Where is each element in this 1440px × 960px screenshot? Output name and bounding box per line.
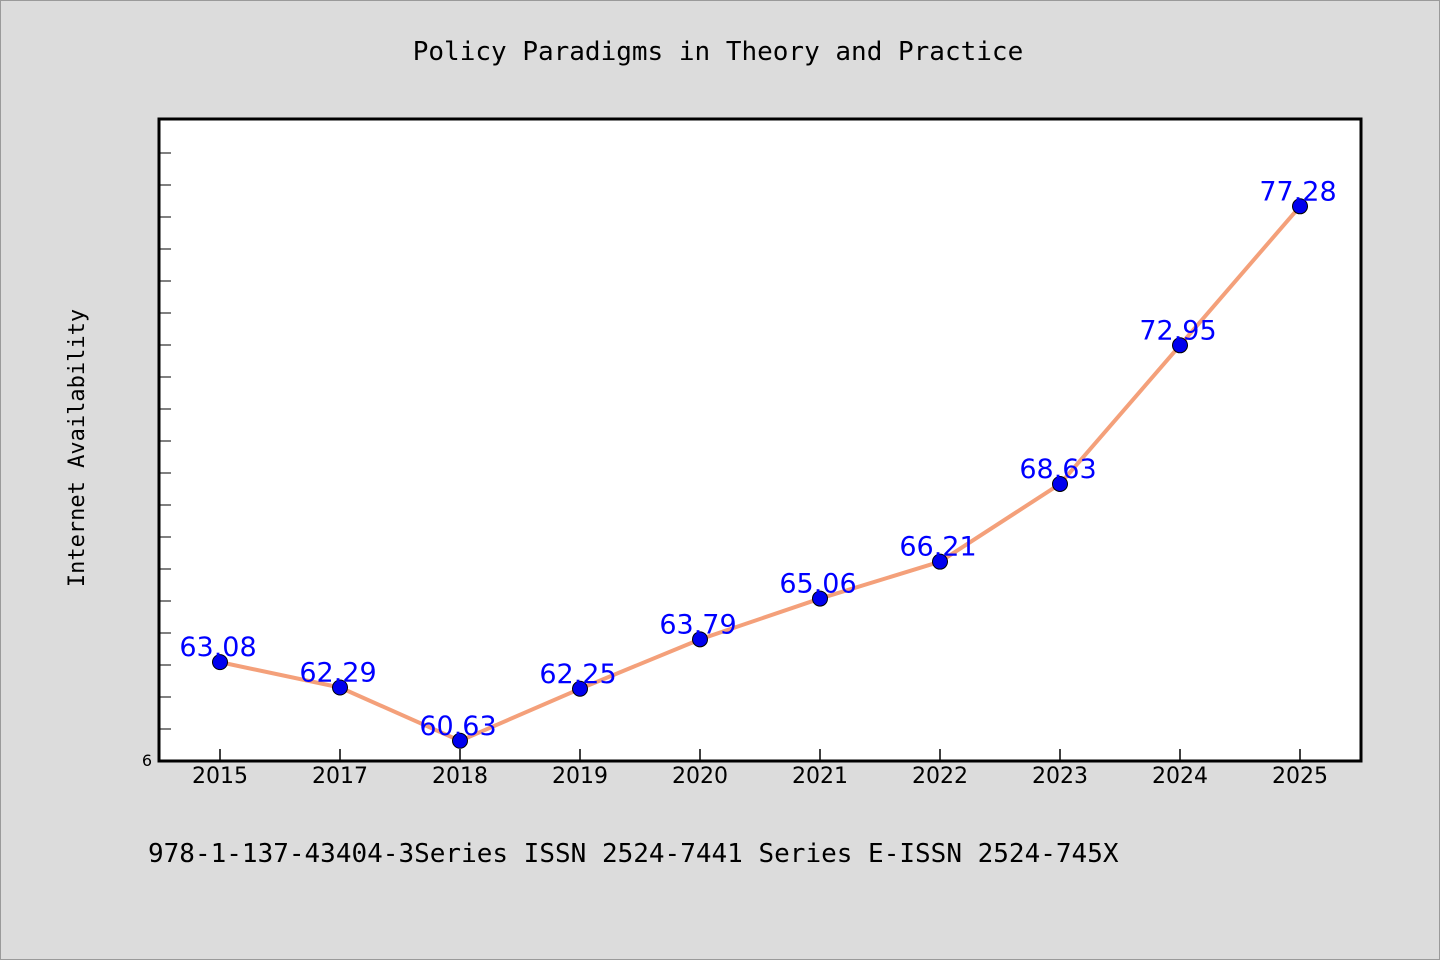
footer-text: 978-1-137-43404-3Series ISSN 2524-7441 S… [148, 839, 1119, 869]
x-tick-label: 2023 [1032, 764, 1088, 789]
data-point-marker [1052, 475, 1068, 492]
data-label: 68.63 [1019, 454, 1096, 485]
data-point-marker [1292, 198, 1308, 215]
data-markers [212, 198, 1308, 749]
x-tick-label: 2022 [912, 764, 968, 789]
data-label: 66.21 [899, 532, 976, 563]
data-point-marker [452, 732, 468, 749]
data-labels: 63.08 62.29 60.63 62.25 63.79 65.06 66.21 68.63… [179, 176, 1336, 741]
series-line [218, 204, 1302, 743]
x-tick-label: 2017 [312, 764, 368, 789]
x-tick-label: 2024 [1152, 764, 1208, 789]
x-axis-tick-labels: 2015 2017 2018 2019 2020 2021 2022 2023 2024 2025 [192, 764, 1328, 789]
data-label: 65.06 [779, 569, 856, 600]
series-line-group [218, 204, 1302, 743]
data-point-marker [572, 680, 588, 697]
data-label: 60.63 [419, 711, 496, 742]
data-point-marker [212, 654, 228, 671]
chart-title: Policy Paradigms in Theory and Practice [413, 37, 1023, 67]
y-tick-label: 6 [142, 751, 152, 770]
x-tick-label: 2021 [792, 764, 848, 789]
y-axis-label: Internet Availability [65, 309, 90, 587]
data-label: 72.95 [1139, 315, 1216, 346]
data-label: 62.25 [539, 659, 616, 690]
x-tick-label: 2018 [432, 764, 488, 789]
plot-area [157, 117, 1363, 763]
data-point-marker [932, 553, 948, 570]
data-label: 77.28 [1259, 176, 1336, 207]
x-tick-label: 2015 [192, 764, 248, 789]
x-axis-ticks [219, 749, 1301, 761]
x-tick-label: 2019 [552, 764, 608, 789]
data-label: 63.08 [179, 632, 256, 663]
data-point-marker [692, 631, 708, 648]
data-label: 63.79 [659, 609, 736, 640]
y-axis-ticks [159, 152, 171, 762]
data-label: 62.29 [299, 657, 376, 688]
data-point-marker [332, 679, 348, 696]
x-tick-label: 2025 [1272, 764, 1328, 789]
data-point-marker [812, 590, 828, 607]
data-point-marker [1172, 337, 1188, 354]
x-tick-label: 2020 [672, 764, 728, 789]
